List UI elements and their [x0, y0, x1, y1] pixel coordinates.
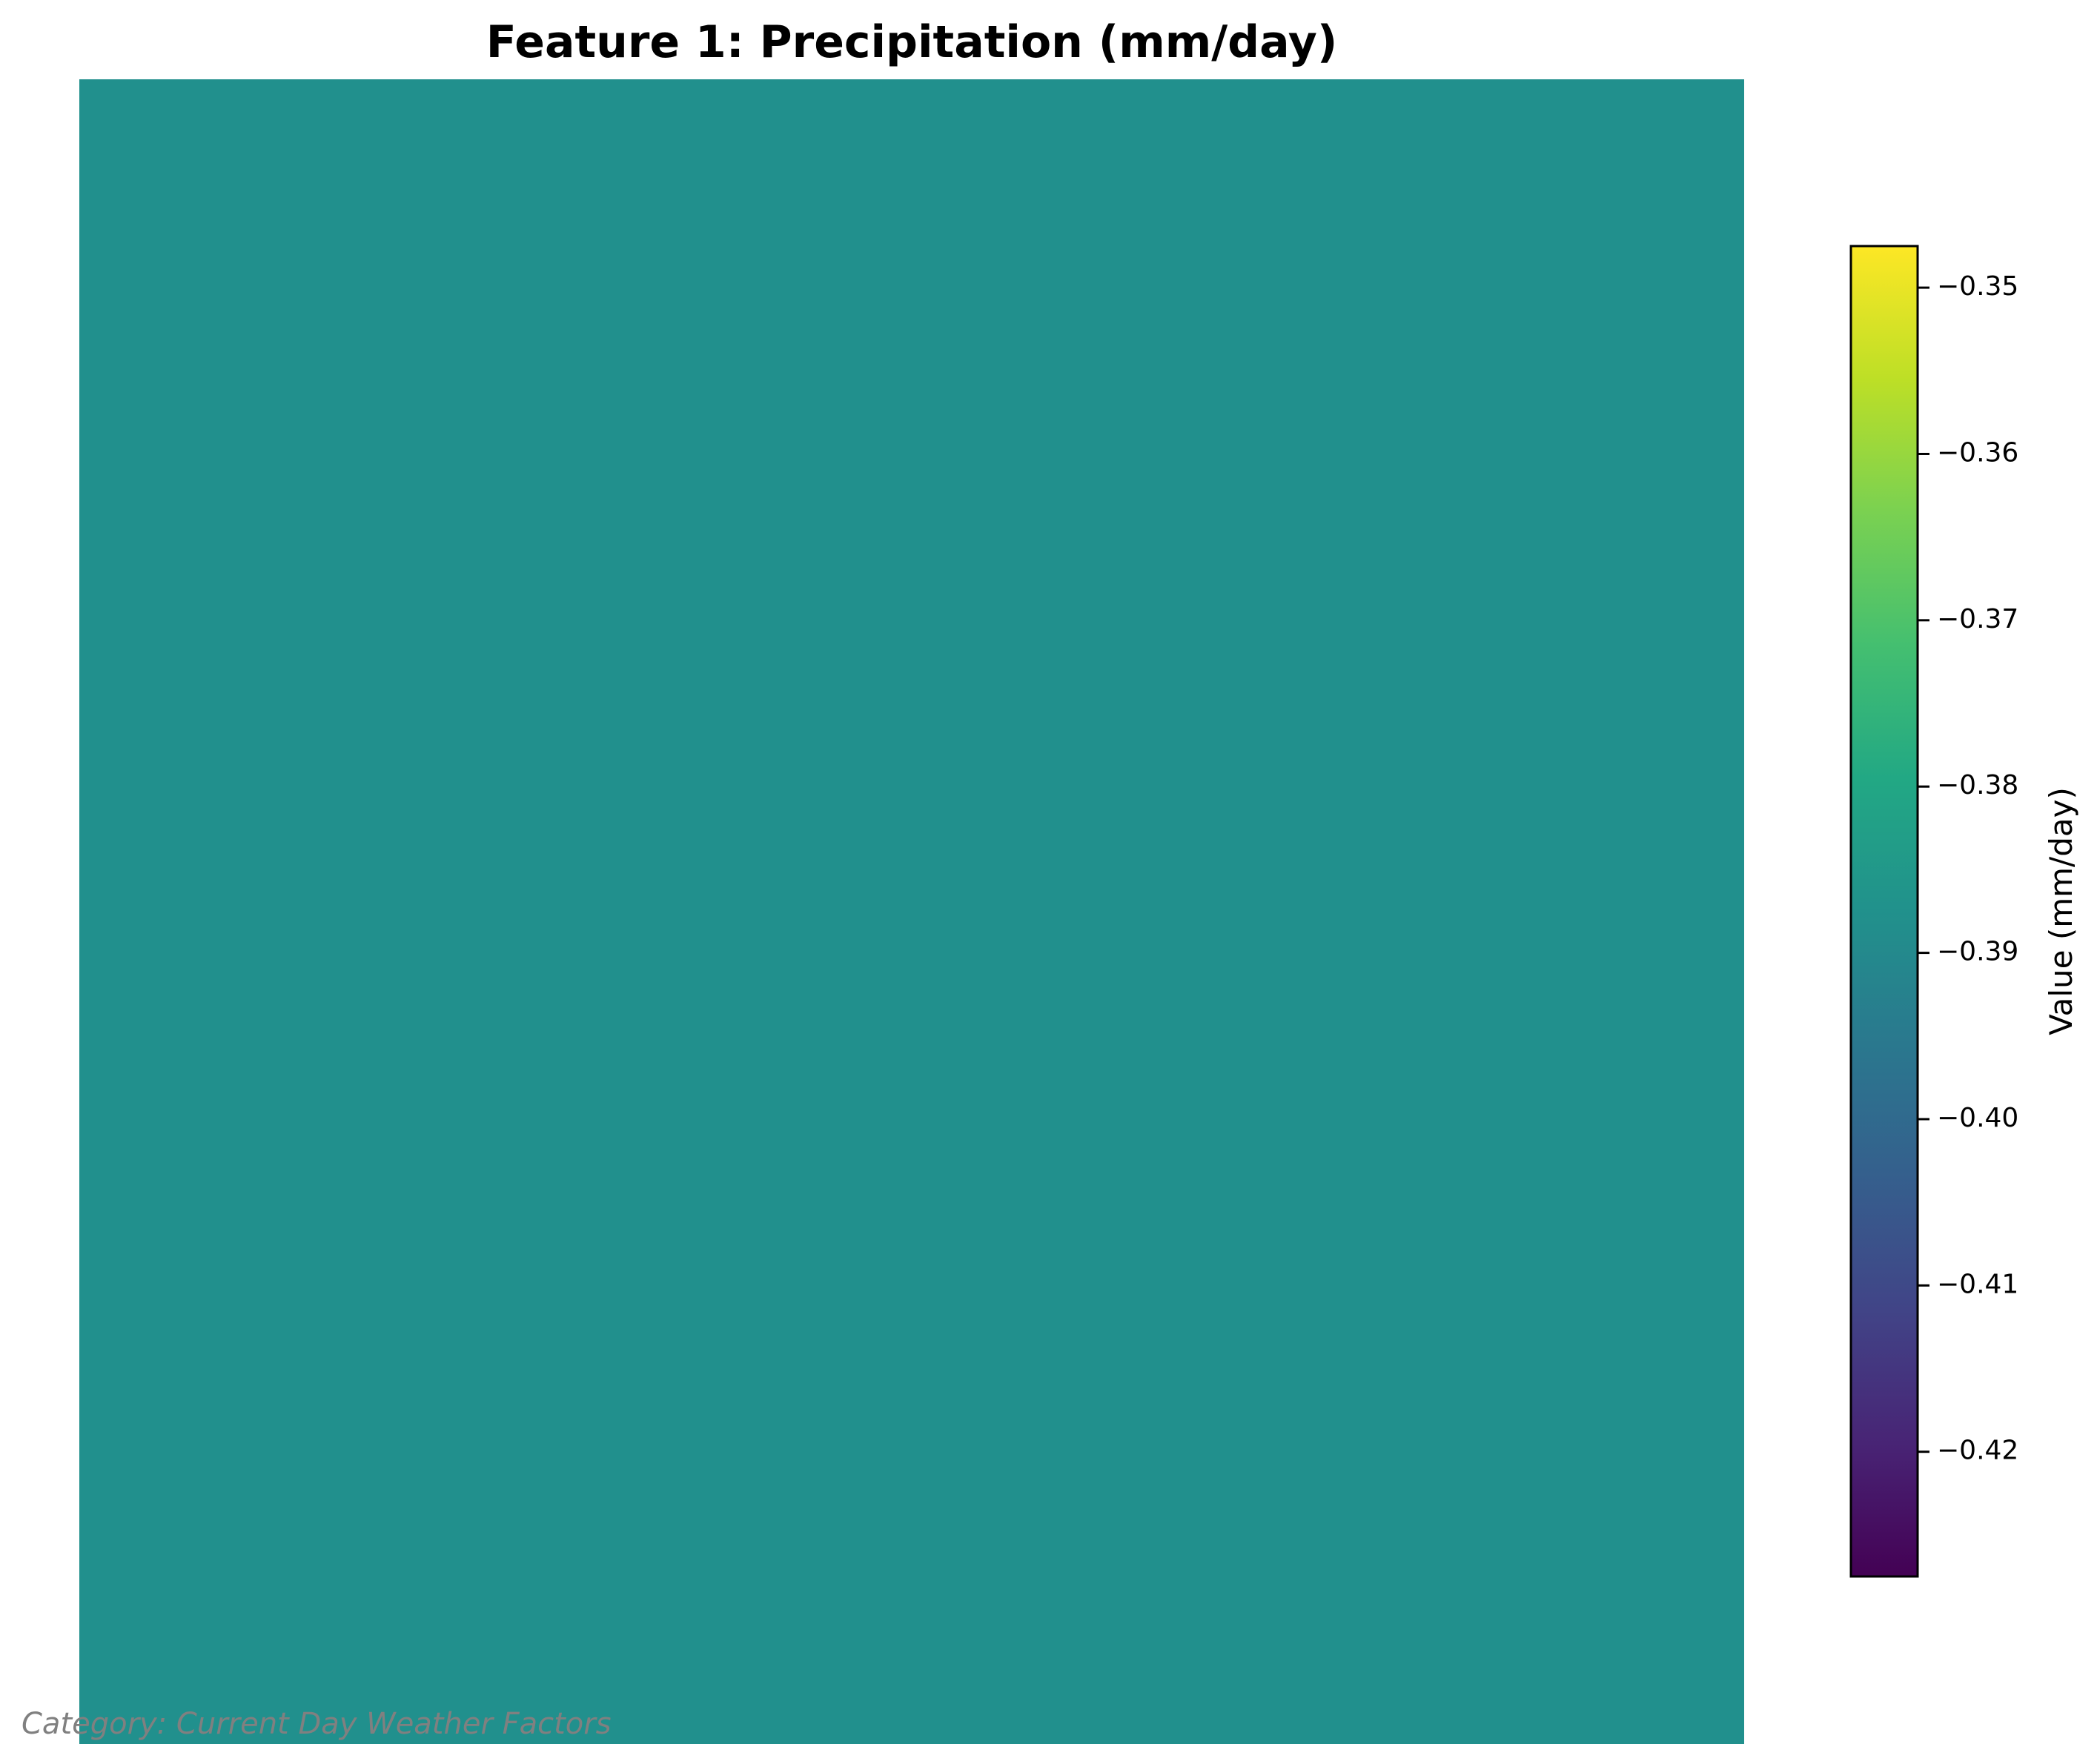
colorbar-gradient: [1849, 245, 1919, 1578]
chart-title: Feature 1: Precipitation (mm/day): [486, 16, 1338, 68]
heatmap-plot-area: [79, 79, 1744, 1744]
heatmap-cell: [79, 79, 1744, 1744]
colorbar-tick-label: −0.37: [1937, 604, 2018, 634]
colorbar: −0.35 −0.36 −0.37 −0.38 −0.39 −0.40 −0.41 −0.42…: [1849, 245, 2079, 1578]
colorbar-tick-label: −0.35: [1937, 271, 2018, 302]
colorbar-tick-label: −0.39: [1937, 937, 2018, 967]
colorbar-tick-label: −0.38: [1937, 770, 2018, 800]
colorbar-tick-label: −0.42: [1937, 1436, 2018, 1466]
category-annotation: Category: Current Day Weather Factors: [21, 1707, 612, 1741]
colorbar-tick-label: −0.36: [1937, 437, 2018, 468]
colorbar-tick-label: −0.40: [1937, 1103, 2018, 1133]
colorbar-tick-label: −0.41: [1937, 1269, 2018, 1299]
colorbar-label: Value (mm/day): [2043, 787, 2079, 1035]
